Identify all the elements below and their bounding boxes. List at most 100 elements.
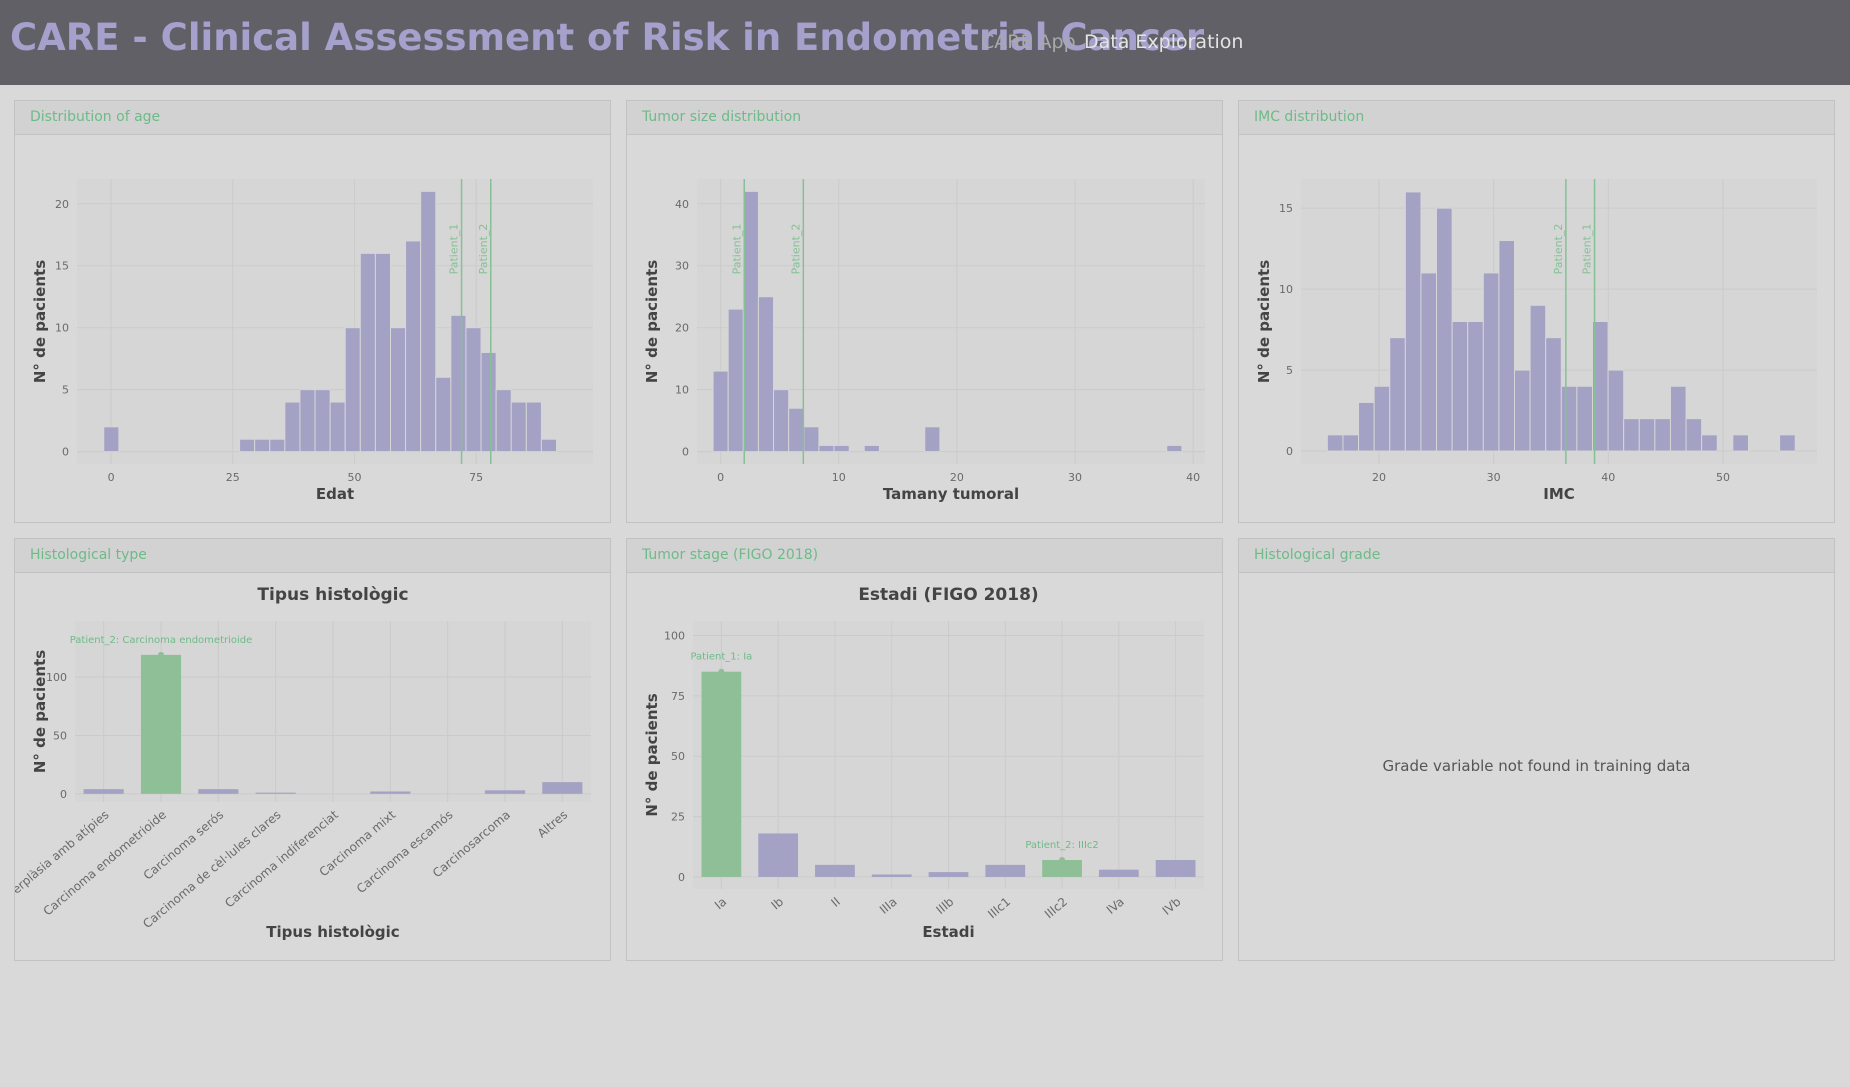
histogram-bar	[1701, 434, 1718, 452]
bar	[484, 790, 526, 794]
x-axis-title: Tipus histològic	[266, 923, 399, 941]
y-tick-label: 50	[671, 750, 685, 763]
patient-annotation: Patient_2: IIIc2	[1025, 840, 1098, 851]
x-axis-title: Estadi	[922, 923, 974, 941]
histogram-bar	[510, 401, 527, 453]
histogram-bar	[863, 444, 880, 453]
panel-title: IMC distribution	[1239, 101, 1834, 135]
histogram-bar	[450, 314, 467, 453]
histogram-bar	[359, 252, 376, 453]
histogram-bar	[1166, 444, 1183, 453]
histogram-bar	[269, 438, 286, 453]
histogram-bar	[465, 327, 482, 453]
histogram-bar	[818, 444, 835, 453]
x-axis-title: IMC	[1543, 485, 1575, 503]
app-link[interactable]: CARE App	[981, 31, 1076, 53]
y-tick-label: 40	[675, 198, 689, 211]
histogram-bar	[712, 370, 729, 453]
x-tick-label: 20	[950, 471, 964, 484]
x-tick-label: Carcinoma indiferenciat	[222, 807, 341, 910]
histogram-bar	[420, 190, 437, 453]
histogram-bar	[1529, 304, 1547, 452]
x-tick-label: 30	[1068, 471, 1082, 484]
x-axis-title: Edat	[316, 485, 354, 503]
bar	[140, 654, 182, 794]
histogram-bar	[1654, 418, 1671, 452]
bar	[370, 791, 411, 794]
y-tick-label: 0	[1286, 445, 1293, 458]
y-tick-label: 0	[60, 788, 67, 801]
panel-title: Histological type	[15, 539, 610, 573]
patient-label: Patient_2	[789, 224, 802, 275]
histogram-bar	[389, 327, 407, 453]
histogram-bar	[1404, 191, 1422, 452]
nav-tab[interactable]: Data Exploration	[1084, 31, 1244, 53]
bar	[1042, 860, 1082, 877]
histogram-bar	[1669, 385, 1687, 452]
y-axis-title: N° de pacients	[643, 693, 661, 816]
histogram-bar	[284, 401, 301, 453]
app-header: CARE - Clinical Assessment of Risk in En…	[0, 0, 1850, 85]
histogram-bar	[540, 438, 557, 453]
panel: Histological grade Grade variable not fou…	[1238, 538, 1835, 961]
chart-title: Estadi (FIGO 2018)	[858, 585, 1038, 605]
y-tick-label: 20	[675, 322, 689, 335]
chart: 0 25 50 75 100 N° de pacients Estadi Estadi (FI…	[643, 585, 1204, 941]
histogram-bar	[803, 426, 820, 453]
histogram-bar	[1326, 434, 1344, 452]
x-tick-label: 40	[1601, 471, 1615, 484]
bar	[928, 872, 969, 877]
histogram-bar	[1389, 337, 1406, 452]
histogram-bar	[742, 190, 759, 453]
x-tick-label: IIIc2	[1042, 895, 1070, 922]
panel: Histological type 0 50 100 N° de pacients Tip…	[14, 538, 611, 961]
histogram-bar	[495, 389, 512, 453]
bar	[198, 789, 239, 794]
bar	[871, 874, 912, 877]
histogram-bar	[239, 438, 256, 453]
y-axis-title: N° de pacients	[31, 650, 49, 773]
y-tick-label: 100	[664, 629, 685, 642]
x-tick-label: IIIb	[933, 895, 956, 917]
histogram-bar	[1779, 434, 1796, 452]
x-tick-label: IVa	[1104, 895, 1127, 917]
patient-marker	[1059, 857, 1066, 864]
histogram-bar	[924, 426, 941, 453]
chart: 0 10 20 30 40 N° de pacients Tamany tumoral 0 10…	[643, 179, 1205, 503]
panel: Tumor size distribution 0 10 20 30 40 N° de pa…	[626, 100, 1223, 523]
histogram-bar	[833, 444, 850, 453]
x-tick-label: 30	[1487, 471, 1501, 484]
x-tick-label: Altres	[535, 808, 570, 841]
histogram-bar	[1545, 337, 1562, 452]
histogram-bar	[773, 389, 790, 453]
x-tick-label: 50	[1716, 471, 1730, 484]
y-tick-label: 75	[671, 690, 685, 703]
bar	[758, 833, 799, 877]
histogram-bar	[1685, 418, 1703, 452]
empty-message: Grade variable not found in training dat…	[1382, 757, 1691, 775]
patient-label: Patient_1	[1581, 224, 1594, 275]
y-tick-label: 10	[1279, 283, 1293, 296]
histogram-bar	[757, 296, 775, 453]
x-tick-label: 0	[717, 471, 724, 484]
chart-title: Tipus histològic	[257, 585, 408, 605]
patient-label: Patient_2	[477, 224, 490, 275]
histogram-bar	[480, 351, 497, 453]
y-axis-title: N° de pacients	[1255, 260, 1273, 383]
histogram-bar	[727, 308, 744, 453]
bar	[701, 671, 742, 877]
x-tick-label: Carcinoma escamós	[354, 808, 456, 897]
y-tick-label: 25	[671, 811, 685, 824]
panel-title: Distribution of age	[15, 101, 610, 135]
histogram-bar	[525, 401, 542, 453]
histogram-bar	[329, 401, 346, 453]
bar	[815, 864, 855, 877]
x-tick-label: 10	[832, 471, 846, 484]
bar	[1155, 860, 1196, 877]
histogram-bar	[1607, 369, 1625, 452]
bar	[255, 792, 296, 794]
x-tick-label: 0	[108, 471, 115, 484]
x-tick-label: IIIc1	[985, 895, 1013, 922]
histogram-bar	[374, 252, 391, 453]
